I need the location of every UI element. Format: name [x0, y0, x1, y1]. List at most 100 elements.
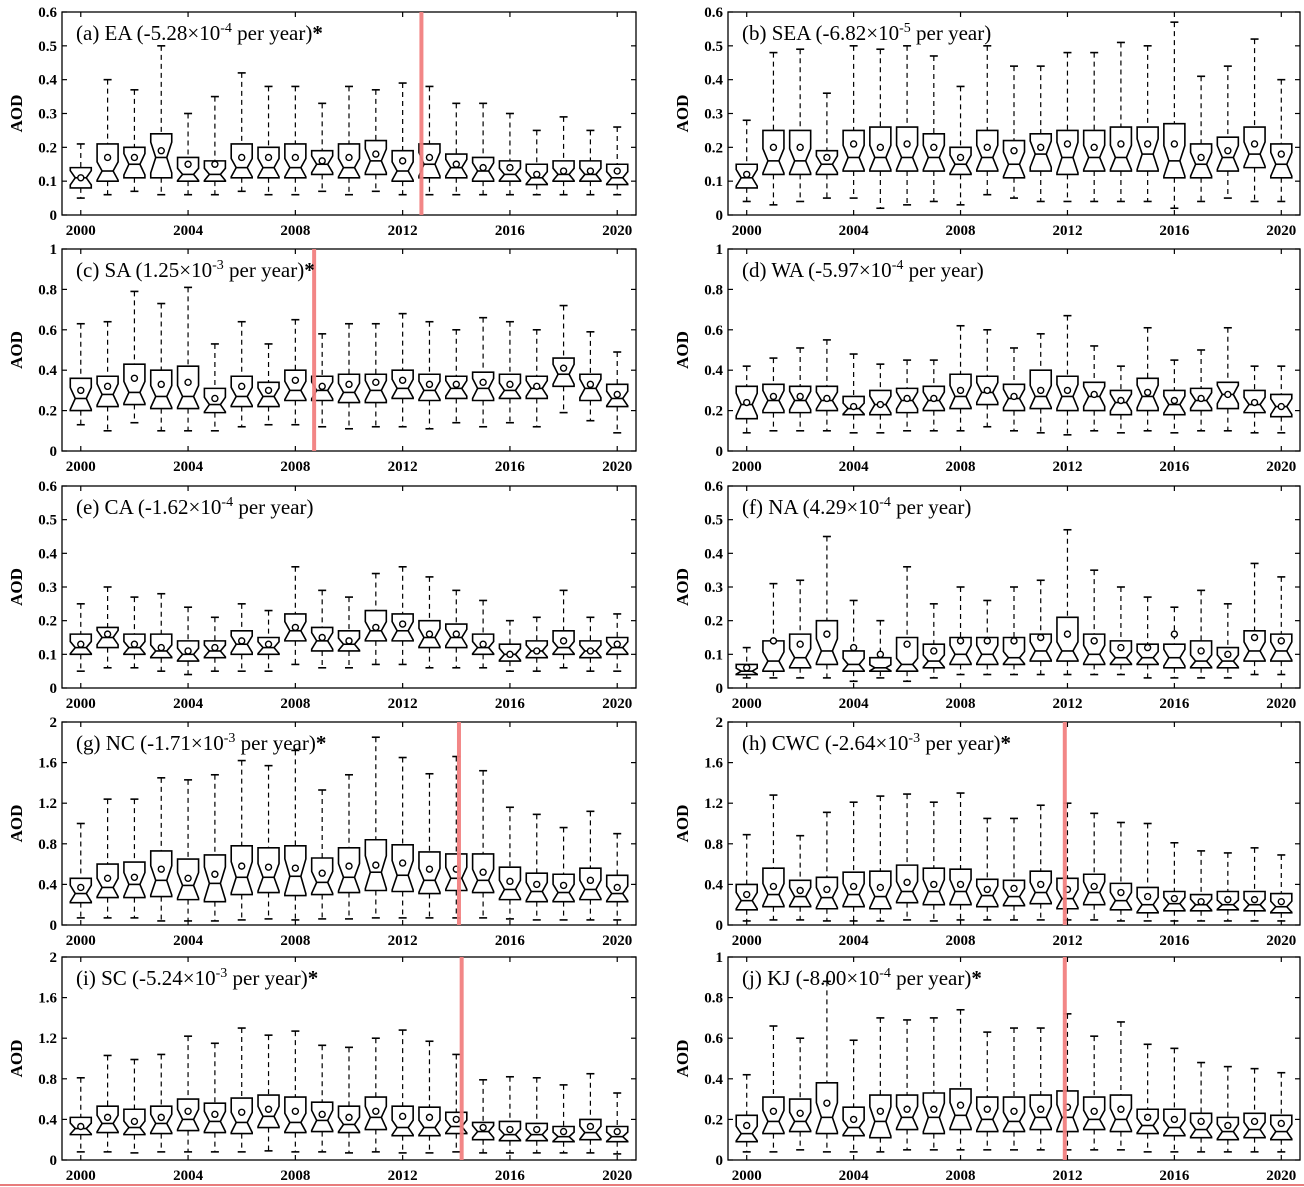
notched-box: [1269, 892, 1293, 914]
mean-marker: [533, 170, 541, 179]
mean-marker: [345, 153, 353, 162]
y-tick-label: 0.6: [38, 5, 57, 21]
box-2013: [1082, 51, 1106, 203]
notched-box: [391, 1105, 414, 1137]
box-2008: [949, 586, 972, 676]
y-tick-label: 0.2: [38, 140, 57, 156]
x-tick-label: 2008: [280, 696, 310, 712]
box-2019: [579, 331, 602, 422]
panel-title: (f) NA (4.29×10-4 per year): [742, 495, 971, 519]
title-exponent: -3: [908, 731, 920, 746]
notched-box: [762, 640, 785, 672]
box-2017: [1189, 1061, 1213, 1153]
mean-marker: [1250, 633, 1259, 642]
title-exponent: -4: [221, 495, 233, 510]
mean-marker: [1143, 388, 1152, 397]
box-2017: [525, 1076, 549, 1154]
notched-box: [1136, 1108, 1159, 1135]
notched-box: [418, 619, 441, 649]
notched-box: [895, 126, 919, 172]
x-tick-label: 2008: [946, 933, 976, 949]
notched-box: [1163, 643, 1186, 669]
box-2020: [605, 126, 629, 196]
notched-box: [842, 871, 865, 908]
notched-box: [762, 1096, 785, 1135]
notched-box: [96, 863, 119, 899]
box-2011: [1029, 65, 1053, 203]
notched-box: [203, 640, 227, 659]
box-2003: [149, 777, 173, 922]
box-2004: [176, 286, 200, 432]
notched-box: [922, 867, 946, 906]
notched-box: [284, 143, 307, 179]
x-tick-label: 2004: [839, 459, 870, 475]
mean-marker: [769, 143, 778, 152]
axes-frame: [61, 956, 637, 1161]
notched-box: [364, 373, 388, 404]
notched-box: [1002, 139, 1026, 179]
mean-marker: [849, 643, 858, 652]
x-tick-label: 2020: [602, 223, 632, 239]
box-2002: [123, 290, 146, 424]
mean-marker: [77, 1122, 85, 1131]
notched-box: [1082, 873, 1106, 906]
notched-box: [1109, 1094, 1133, 1133]
notched-box: [949, 636, 972, 666]
x-tick-label: 2012: [1052, 696, 1082, 712]
x-tick-label: 2000: [66, 933, 96, 949]
x-tick-label: 2016: [1159, 223, 1190, 239]
box-2018: [552, 826, 575, 921]
y-tick-label: 0: [716, 208, 724, 224]
mean-marker: [479, 1123, 487, 1132]
x-tick-label: 2020: [1266, 1168, 1296, 1184]
notched-box: [203, 387, 227, 414]
y-tick-label: 0.8: [38, 282, 57, 298]
box-2004: [842, 801, 865, 922]
notched-box: [1056, 616, 1079, 662]
box-2019: [1243, 847, 1266, 922]
notched-box: [1109, 389, 1133, 416]
box-2005: [869, 48, 892, 210]
box-2008: [949, 324, 972, 432]
mean-marker: [291, 153, 300, 162]
y-tick-label: 0.2: [704, 404, 723, 420]
y-tick-label: 1.2: [38, 1031, 57, 1047]
y-tick-label: 0: [50, 918, 58, 934]
mean-marker: [823, 153, 831, 162]
x-tick-label: 2004: [839, 223, 870, 239]
mean-marker: [983, 1105, 991, 1113]
mean-marker: [533, 1125, 541, 1134]
notched-box: [444, 153, 468, 179]
mean-marker: [345, 380, 353, 389]
box-2007: [257, 1034, 280, 1152]
mean-marker: [372, 623, 380, 632]
box-2017: [1189, 589, 1213, 679]
mean-marker: [103, 874, 112, 883]
box-2012: [1056, 314, 1079, 436]
notched-box: [788, 1098, 812, 1133]
mean-marker: [823, 630, 831, 638]
title-exponent: -4: [879, 966, 891, 981]
box-2007: [257, 343, 280, 426]
y-axis-label: AOD: [673, 1040, 692, 1078]
notched-box: [922, 385, 946, 412]
y-tick-label: 0.4: [704, 546, 723, 562]
mean-marker: [157, 147, 165, 155]
title-exponent: -3: [216, 966, 228, 981]
x-tick-label: 2020: [602, 1168, 632, 1184]
mean-marker: [318, 869, 326, 877]
box-2020: [1269, 1071, 1293, 1153]
box-2013: [418, 1040, 441, 1154]
notched-box: [176, 365, 200, 410]
y-tick-label: 1: [716, 242, 724, 258]
box-2003: [815, 92, 839, 199]
mean-marker: [956, 153, 965, 162]
notched-box: [735, 663, 759, 676]
notched-box: [869, 389, 892, 416]
notched-box: [96, 626, 119, 649]
box-2015: [1136, 596, 1159, 679]
mean-marker: [613, 640, 621, 648]
title-text: (b) SEA (-6.82×10: [742, 21, 899, 45]
x-tick-label: 2000: [66, 459, 96, 475]
box-2016: [1163, 359, 1186, 434]
